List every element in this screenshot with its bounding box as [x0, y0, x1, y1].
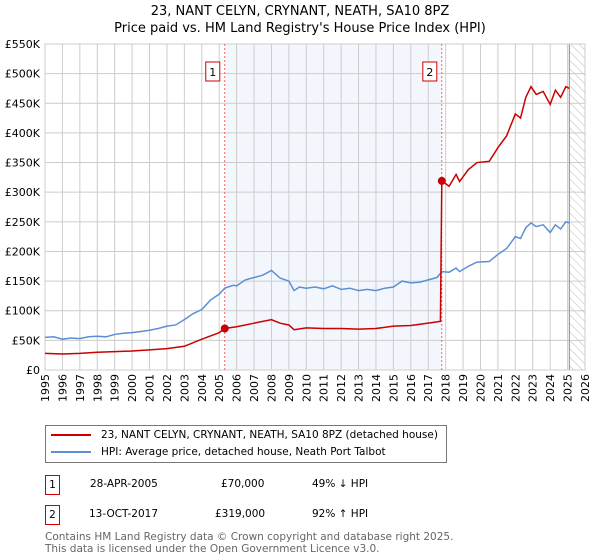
x-tick-label: 2023 — [527, 374, 540, 402]
legend-item-hpi: HPI: Average price, detached house, Neat… — [51, 446, 386, 458]
shaded-ownership-period — [224, 44, 442, 370]
x-tick-label: 2018 — [440, 374, 453, 402]
y-tick-label: £250K — [5, 216, 41, 229]
series-line — [44, 220, 570, 340]
x-tick-label: 2010 — [300, 374, 313, 402]
y-tick-label: £150K — [5, 275, 41, 288]
x-tick-label: 2024 — [544, 374, 557, 402]
legend-item-property: 23, NANT CELYN, CRYNANT, NEATH, SA10 8PZ… — [51, 429, 438, 441]
legend-label: HPI: Average price, detached house, Neat… — [101, 446, 386, 458]
transaction-hpi: 92% ↑ HPI — [312, 508, 369, 520]
x-tick-label: 2006 — [231, 374, 244, 402]
x-tick-label: 2022 — [509, 374, 522, 402]
x-tick-label: 2004 — [196, 374, 209, 402]
series-line — [44, 85, 570, 355]
x-tick-label: 2015 — [387, 374, 400, 402]
x-tick-label: 2002 — [161, 374, 174, 402]
x-tick-label: 2016 — [405, 374, 418, 402]
transaction-price: £319,000 — [215, 508, 266, 520]
x-tick-label: 2001 — [144, 374, 157, 402]
x-tick-label: 2008 — [265, 374, 278, 402]
footer-line: Contains HM Land Registry data © Crown c… — [45, 531, 454, 543]
transaction-hpi: 49% ↓ HPI — [312, 478, 369, 490]
legend-label: 23, NANT CELYN, CRYNANT, NEATH, SA10 8PZ… — [101, 429, 438, 441]
x-tick-label: 2003 — [178, 374, 191, 402]
transaction-date: 28-APR-2005 — [90, 478, 158, 490]
transaction-row: 1 28-APR-2005 £70,000 49% ↓ HPI — [45, 475, 445, 495]
x-tick-label: 1998 — [91, 374, 104, 402]
x-tick-label: 2007 — [248, 374, 261, 402]
x-tick-label: 2009 — [283, 374, 296, 402]
x-tick-label: 2005 — [213, 374, 226, 402]
x-tick-label: 2011 — [318, 374, 331, 402]
sale-badge — [205, 61, 221, 82]
legend: 23, NANT CELYN, CRYNANT, NEATH, SA10 8PZ… — [45, 425, 447, 463]
chart-subtitle: Price paid vs. HM Land Registry's House … — [114, 21, 486, 36]
y-tick-label: £50K — [12, 334, 41, 347]
y-tick-label: £200K — [5, 245, 41, 258]
y-tick-label: £550K — [5, 38, 41, 51]
marker-badge: 2 — [45, 505, 60, 525]
x-tick-label: 2021 — [492, 374, 505, 402]
x-tick-label: 2019 — [457, 374, 470, 402]
sale-badge-label: 1 — [209, 66, 216, 79]
footer: Contains HM Land Registry data © Crown c… — [45, 531, 453, 555]
transaction-row: 2 13-OCT-2017 £319,000 92% ↑ HPI — [45, 505, 445, 525]
x-tick-label: 2013 — [353, 374, 366, 402]
x-tick-label: 2000 — [126, 374, 139, 402]
legend-swatch-red — [51, 434, 91, 436]
footer-line: This data is licensed under the Open Gov… — [45, 543, 380, 555]
forecast-hatch — [569, 44, 585, 370]
plot-area: 1995 1996 1997 1998 1999 2000 2001 2002 2003 2004… — [5, 38, 592, 402]
x-tick-label: 1996 — [56, 374, 69, 402]
x-tick-label: 2012 — [335, 374, 348, 402]
x-tick-label: 2020 — [474, 374, 487, 402]
x-tick-label: 2017 — [422, 374, 435, 402]
y-tick-label: £100K — [5, 305, 41, 318]
y-tick-label: £0 — [26, 364, 40, 377]
plot-border — [44, 43, 586, 371]
x-tick-label: 2025 — [562, 374, 575, 402]
sale-badge — [422, 61, 438, 82]
x-tick-label: 2026 — [579, 374, 592, 402]
y-tick-label: £350K — [5, 157, 41, 170]
transaction-date: 13-OCT-2017 — [89, 508, 158, 520]
y-tick-label: £400K — [5, 127, 41, 140]
y-tick-label: £500K — [5, 68, 41, 81]
x-tick-label: 2014 — [370, 374, 383, 402]
marker-badge: 1 — [45, 475, 60, 495]
x-tick-label: 1997 — [74, 374, 87, 402]
transaction-price: £70,000 — [221, 478, 265, 490]
sale-point — [220, 324, 229, 333]
x-tick-label: 1999 — [109, 374, 122, 402]
sale-badge-label: 2 — [426, 66, 433, 79]
legend-swatch-blue — [51, 451, 91, 453]
y-tick-label: £300K — [5, 186, 41, 199]
y-tick-label: £450K — [5, 97, 41, 110]
chart-title: 23, NANT CELYN, CRYNANT, NEATH, SA10 8PZ — [150, 4, 450, 19]
x-tick-label: 1995 — [39, 374, 52, 402]
sale-point — [437, 176, 446, 185]
